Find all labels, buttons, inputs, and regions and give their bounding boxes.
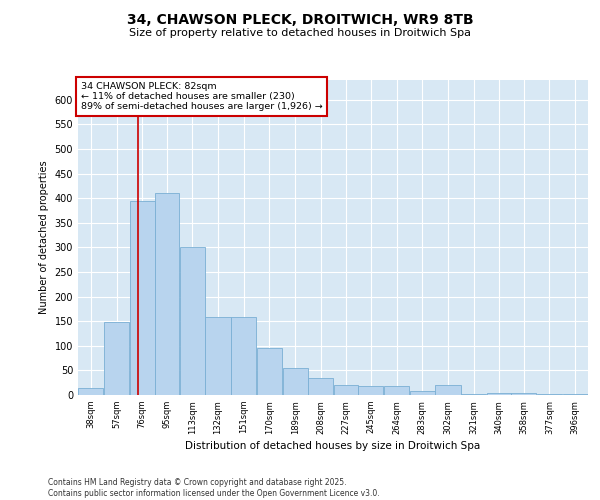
Bar — [78, 388, 103, 395]
Bar — [180, 248, 205, 395]
Bar — [257, 348, 282, 395]
Bar — [104, 322, 129, 395]
Text: Contains HM Land Registry data © Crown copyright and database right 2025.
Contai: Contains HM Land Registry data © Crown c… — [48, 478, 380, 498]
Bar — [358, 386, 383, 395]
X-axis label: Distribution of detached houses by size in Droitwich Spa: Distribution of detached houses by size … — [185, 441, 481, 451]
Bar — [155, 193, 179, 395]
Bar — [537, 394, 562, 395]
Text: 34 CHAWSON PLECK: 82sqm
← 11% of detached houses are smaller (230)
89% of semi-d: 34 CHAWSON PLECK: 82sqm ← 11% of detache… — [80, 82, 322, 112]
Bar — [436, 385, 461, 395]
Text: Size of property relative to detached houses in Droitwich Spa: Size of property relative to detached ho… — [129, 28, 471, 38]
Bar — [384, 386, 409, 395]
Bar — [283, 368, 308, 395]
Bar — [461, 394, 486, 395]
Text: 34, CHAWSON PLECK, DROITWICH, WR9 8TB: 34, CHAWSON PLECK, DROITWICH, WR9 8TB — [127, 12, 473, 26]
Y-axis label: Number of detached properties: Number of detached properties — [39, 160, 49, 314]
Bar — [205, 317, 230, 395]
Bar — [410, 391, 435, 395]
Bar — [487, 392, 511, 395]
Bar — [511, 392, 536, 395]
Bar — [563, 394, 588, 395]
Bar — [130, 200, 155, 395]
Bar — [334, 385, 358, 395]
Bar — [231, 317, 256, 395]
Bar — [308, 378, 334, 395]
